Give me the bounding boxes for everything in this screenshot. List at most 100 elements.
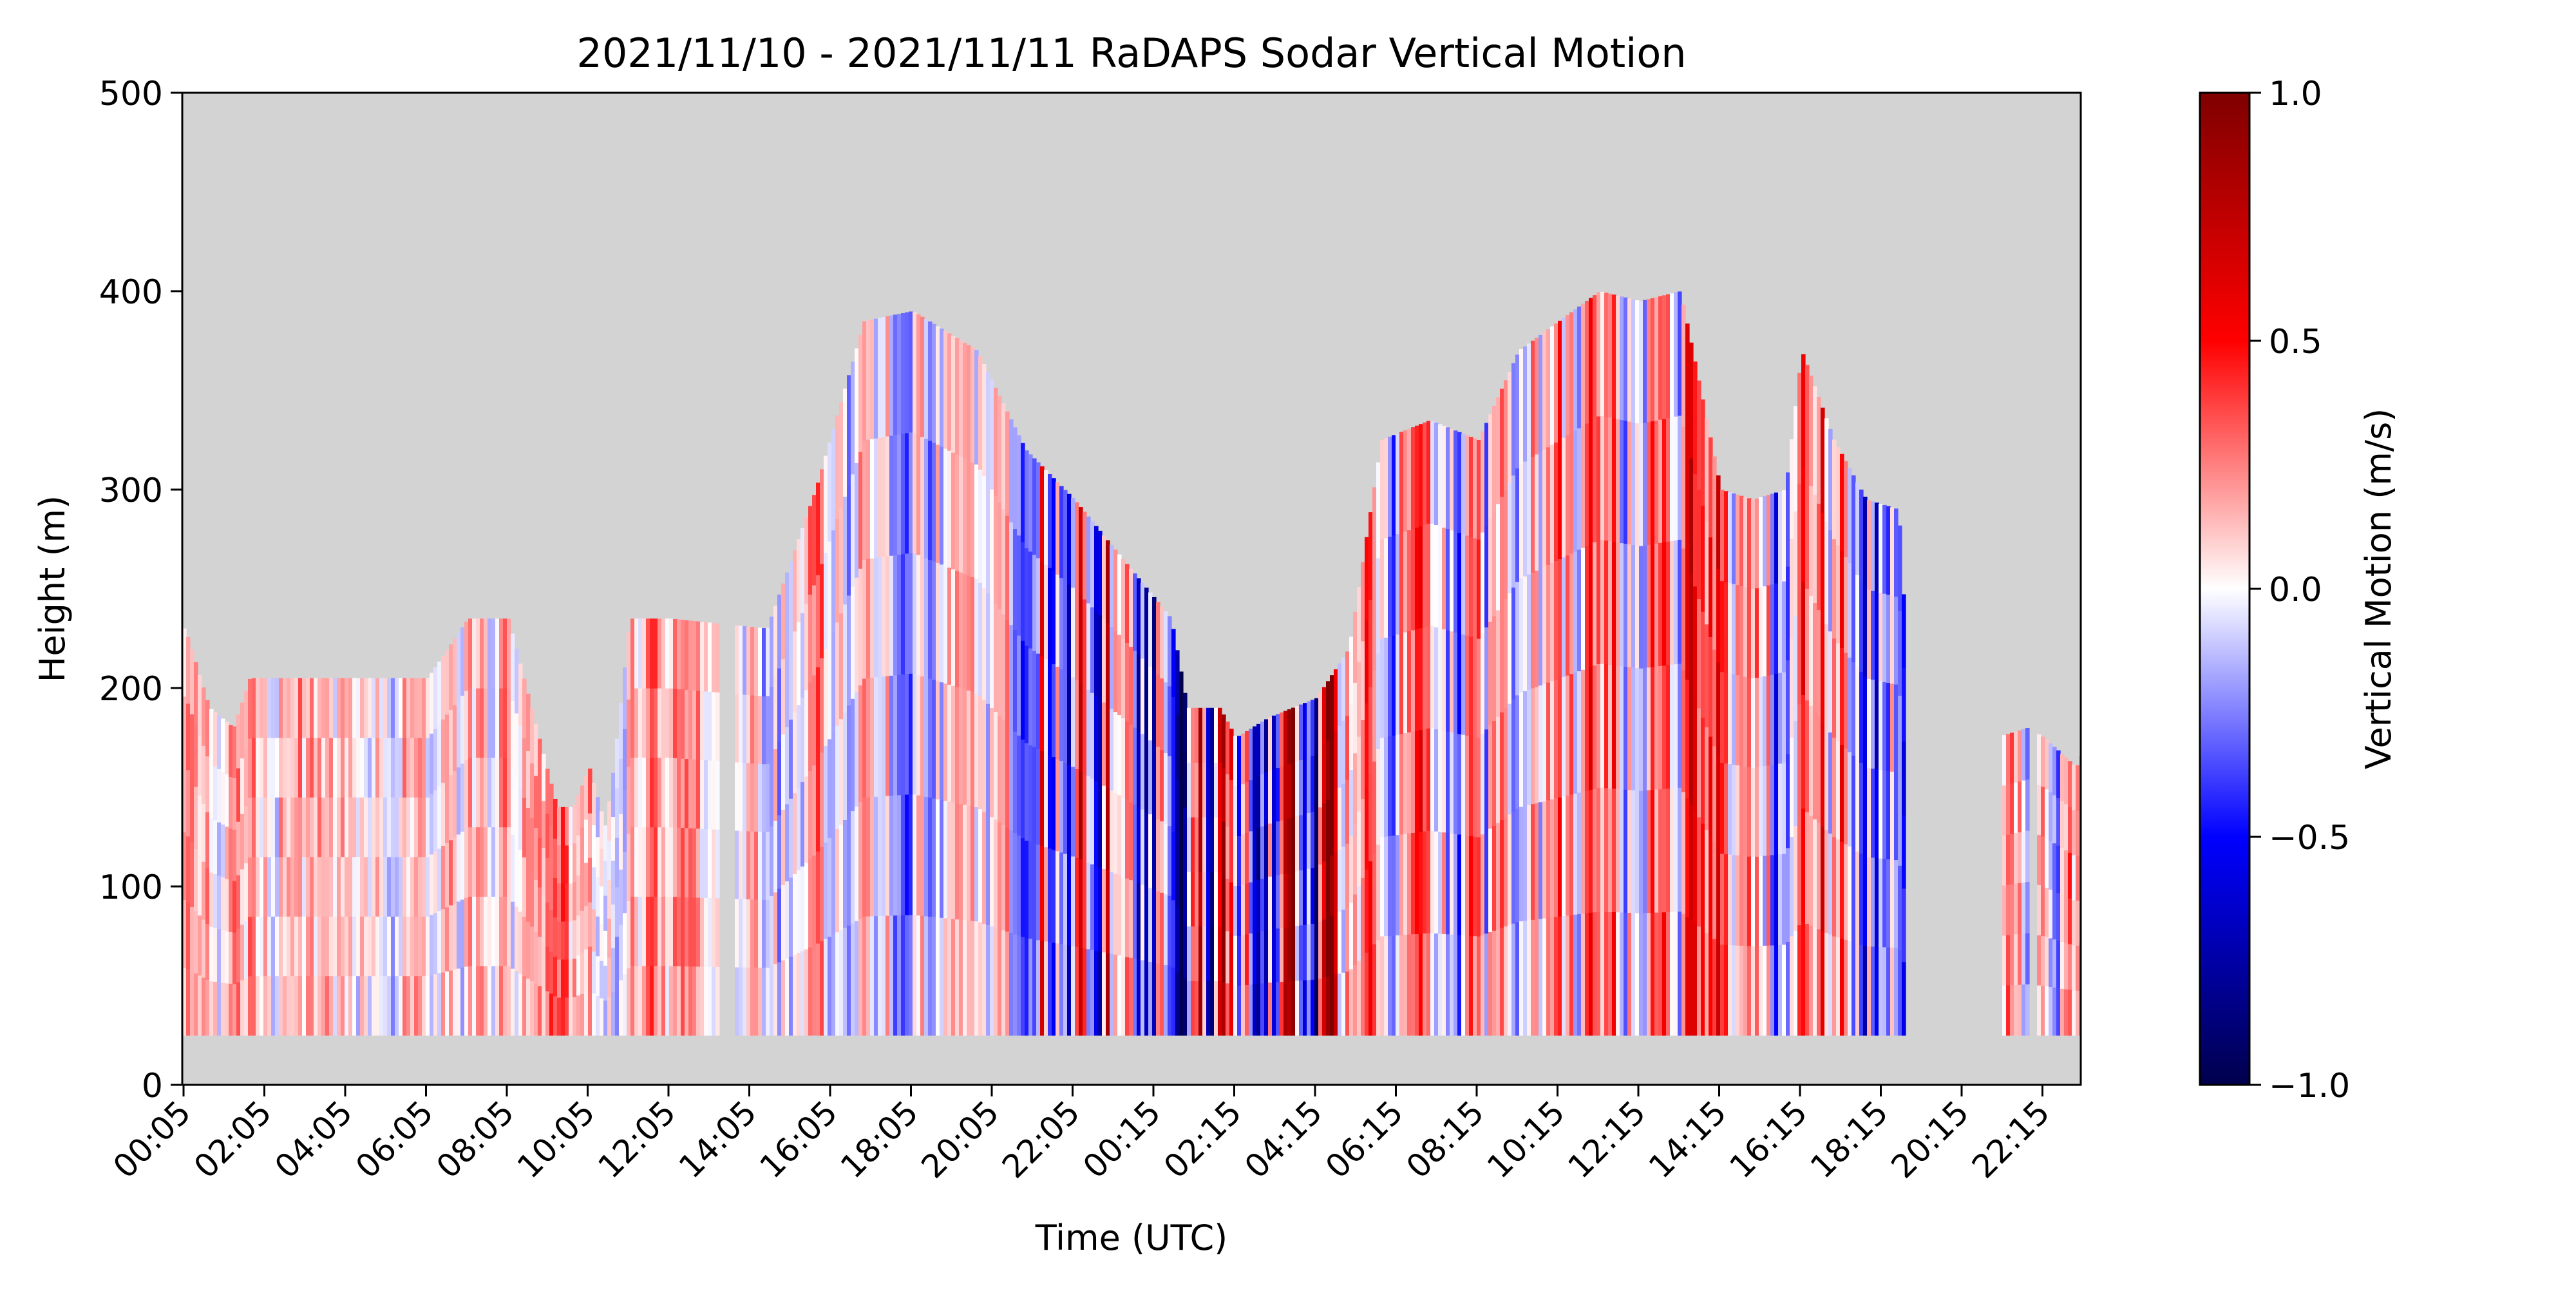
- heatmap-cell: [1434, 627, 1439, 730]
- heatmap-cell: [789, 640, 793, 720]
- heatmap-cell: [391, 738, 395, 798]
- heatmap-cell: [808, 594, 813, 683]
- heatmap-cell: [1345, 843, 1350, 908]
- heatmap-cell: [638, 896, 643, 966]
- heatmap-cell: [1678, 911, 1682, 1036]
- heatmap-cell: [1824, 521, 1829, 625]
- heatmap-cell: [1701, 823, 1705, 930]
- heatmap-cell: [1484, 423, 1489, 526]
- heatmap-cell: [1229, 984, 1234, 1036]
- heatmap-cell: [1349, 902, 1354, 970]
- heatmap-cell: [1098, 866, 1103, 952]
- heatmap-cell: [1059, 943, 1064, 1036]
- heatmap-cell: [445, 906, 450, 971]
- heatmap-cell: [1056, 666, 1060, 760]
- heatmap-cell: [1558, 916, 1562, 1036]
- heatmap-cell: [1125, 957, 1130, 1036]
- heatmap-cell: [1867, 767, 1871, 857]
- heatmap-cell: [1307, 979, 1311, 1036]
- heatmap-cell: [182, 832, 187, 901]
- heatmap-cell: [855, 691, 859, 807]
- heatmap-cell: [503, 757, 507, 828]
- heatmap-cell: [770, 756, 774, 827]
- heatmap-cell: [1245, 731, 1249, 783]
- heatmap-cell: [484, 688, 488, 758]
- heatmap-cell: [1770, 764, 1775, 856]
- heatmap-cell: [1828, 631, 1833, 733]
- heatmap-cell: [1249, 882, 1253, 933]
- heatmap-cell: [1206, 980, 1211, 1036]
- heatmap-cell: [1697, 707, 1701, 818]
- heatmap-cell: [182, 696, 187, 765]
- heatmap-cell: [1797, 703, 1802, 815]
- heatmap-cell: [1504, 707, 1508, 818]
- heatmap-cell: [507, 827, 511, 897]
- heatmap-cell: [658, 688, 662, 758]
- heatmap-cell: [584, 862, 589, 906]
- heatmap-cell: [345, 916, 349, 977]
- heatmap-cell: [1025, 548, 1029, 646]
- heatmap-cell: [1025, 645, 1029, 743]
- heatmap-cell: [1639, 301, 1643, 424]
- heatmap-cell: [886, 435, 890, 557]
- heatmap-cell: [1589, 789, 1593, 913]
- heatmap-cell: [735, 898, 739, 968]
- x-tick-label: 10:15: [1480, 1093, 1572, 1185]
- heatmap-cell: [1778, 854, 1783, 945]
- heatmap-cell: [611, 991, 616, 1036]
- heatmap-cell: [565, 921, 569, 960]
- heatmap-cell: [909, 673, 913, 795]
- heatmap-cell: [1187, 707, 1191, 763]
- heatmap-cell: [781, 885, 786, 961]
- heatmap-cell: [2041, 985, 2045, 1036]
- heatmap-cell: [1206, 871, 1211, 927]
- heatmap-cell: [623, 912, 627, 975]
- heatmap-cell: [1345, 651, 1350, 716]
- heatmap-cell: [1423, 422, 1427, 525]
- heatmap-cell: [750, 763, 755, 832]
- heatmap-cell: [476, 896, 480, 966]
- heatmap-cell: [1631, 912, 1636, 1036]
- heatmap-cell: [1608, 664, 1613, 789]
- heatmap-cell: [1612, 294, 1616, 419]
- heatmap-cell: [1071, 856, 1075, 946]
- heatmap-cell: [1357, 587, 1361, 662]
- heatmap-cell: [499, 827, 504, 897]
- heatmap-cell: [205, 923, 210, 980]
- heatmap-cell: [283, 975, 287, 1036]
- heatmap-cell: [681, 689, 685, 759]
- heatmap-cell: [743, 899, 747, 968]
- heatmap-cell: [785, 881, 790, 959]
- heatmap-cell: [855, 921, 859, 1036]
- heatmap-cell: [963, 343, 967, 459]
- heatmap-cell: [1755, 767, 1759, 857]
- heatmap-cell: [360, 678, 365, 738]
- heatmap-cell: [1110, 953, 1114, 1036]
- heatmap-cell: [708, 622, 712, 692]
- heatmap-cell: [1477, 440, 1481, 540]
- heatmap-cell: [1882, 946, 1887, 1036]
- heatmap-cell: [364, 738, 368, 798]
- heatmap-cell: [998, 928, 1002, 1036]
- heatmap-cell: [341, 738, 345, 798]
- heatmap-cell: [1840, 841, 1844, 939]
- heatmap-cell: [1840, 744, 1844, 842]
- heatmap-cell: [1426, 728, 1431, 831]
- heatmap-cell: [862, 678, 867, 798]
- heatmap-cell: [1067, 493, 1072, 585]
- heatmap-cell: [298, 975, 303, 1036]
- heatmap-cell: [1616, 542, 1620, 666]
- heatmap-cell: [1372, 944, 1377, 1036]
- heatmap-cell: [2072, 809, 2076, 856]
- heatmap-cell: [1585, 790, 1589, 913]
- heatmap-cell: [1519, 349, 1524, 464]
- heatmap-cell: [1040, 940, 1045, 1036]
- heatmap-cell: [1828, 934, 1833, 1036]
- heatmap-cell: [2037, 834, 2041, 885]
- heatmap-cell: [1392, 435, 1396, 536]
- heatmap-cell: [1678, 663, 1682, 788]
- heatmap-cell: [449, 709, 453, 776]
- heatmap-cell: [1774, 673, 1779, 765]
- heatmap-cell: [870, 677, 875, 798]
- heatmap-cell: [372, 975, 376, 1036]
